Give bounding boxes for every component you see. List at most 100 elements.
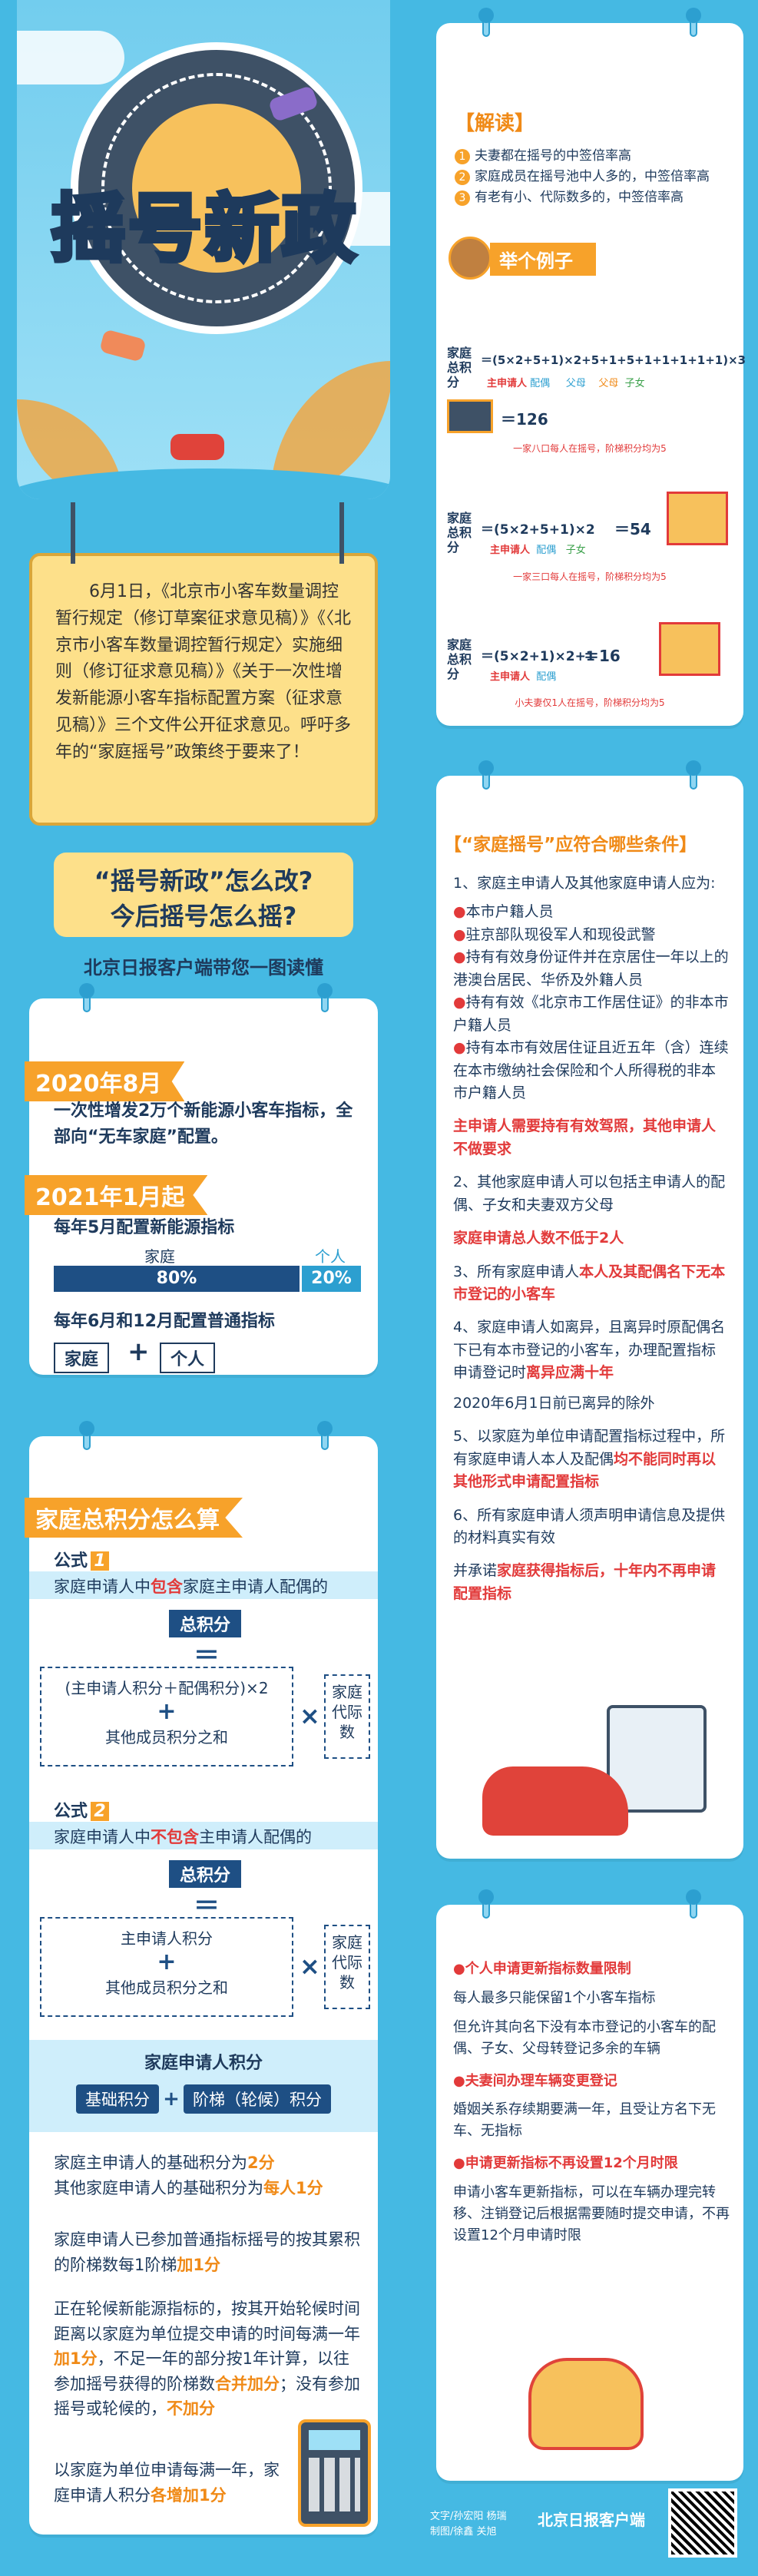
calculator-screen bbox=[309, 2430, 360, 2450]
rule-emphasis: 2分 bbox=[247, 2154, 275, 2172]
interpretation-item-text: 夫妻都在摇号的中签倍率高 bbox=[475, 148, 631, 164]
example-2-label: 家庭总积分 bbox=[447, 511, 472, 555]
condition-2-note: 家庭申请总人数不低于2人 bbox=[453, 1230, 624, 1247]
bullet-dot: ● bbox=[453, 925, 466, 943]
total-label-1: 总积分 bbox=[169, 1610, 242, 1637]
condition-1-note: 主申请人需要持有有效驾照，其他申请人不做要求 bbox=[453, 1117, 717, 1157]
formula-2-desc: 家庭申请人中不包含主申请人配偶的 bbox=[54, 1825, 312, 1848]
condition-emphasis: 本人及其配偶名下无本市登记的小客车 bbox=[453, 1263, 726, 1303]
desc-part: 家庭申请人中 bbox=[54, 1828, 151, 1846]
bar-individual-fill: 20% bbox=[302, 1266, 361, 1292]
heading-line-1: “摇号新政”怎么改? bbox=[94, 866, 313, 896]
car-icon bbox=[482, 1766, 628, 1836]
example-1-result: ＝126 bbox=[501, 410, 548, 429]
bullet-text: 驻京部队现役军人和现役武警 bbox=[465, 925, 656, 943]
condition-emphasis: 均不能同时再以其他形式申请配置指标 bbox=[453, 1450, 717, 1491]
example-3-formula: ＝(5×2+1)×2+1 bbox=[481, 649, 595, 664]
rule-text-1a: 每人最多只能保留1个小客车指标 bbox=[453, 1989, 656, 2006]
total-label-2: 总积分 bbox=[169, 1860, 242, 1888]
role-label: 父母 bbox=[565, 378, 586, 389]
formula-number: 2 bbox=[91, 1802, 110, 1821]
formula-2-box: 主申请人积分 + 其他成员积分之和 bbox=[40, 1917, 293, 2017]
condition-bullet: ●持有有效《北京市工作居住证》的非本市户籍人员 bbox=[453, 992, 730, 1037]
bullet-text: 持有有效身份证件并在京居住一年以上的港澳台居民、华侨及外籍人员 bbox=[453, 949, 729, 988]
desc-part: 主申请人配偶的 bbox=[199, 1828, 312, 1846]
example-3-note: 小夫妻仅1人在摇号，阶梯积分均为5 bbox=[515, 697, 665, 708]
condition-emphasis: 家庭获得指标后，十年内不再申请配置指标 bbox=[453, 1562, 717, 1602]
score-rule-1: 家庭主申请人的基础积分为2分 其他家庭申请人的基础积分为每人1分 bbox=[54, 2151, 361, 2200]
role-label: 子女 bbox=[565, 545, 586, 556]
person-avatar-icon bbox=[449, 237, 492, 280]
pin-decoration bbox=[79, 983, 94, 1012]
bullet-text: 持有有效《北京市工作居住证》的非本市户籍人员 bbox=[453, 994, 729, 1034]
car-icon bbox=[170, 434, 224, 460]
equals-sign-1: ＝ bbox=[194, 1641, 220, 1671]
pin-decoration bbox=[478, 1889, 494, 1919]
qr-pattern bbox=[671, 2492, 734, 2554]
rule-heading-1: ●个人申请更新指标数量限制 bbox=[453, 1961, 631, 1977]
times-sign-2: × bbox=[300, 1952, 320, 1981]
formula-1-box-line: (主申请人积分＋配偶积分)×2 bbox=[65, 1679, 269, 1697]
timeline-text-3: 每年6月和12月配置普通指标 bbox=[54, 1312, 275, 1331]
role-label: 子女 bbox=[624, 378, 645, 389]
pin-decoration bbox=[79, 1421, 94, 1450]
condition-emphasis: 离异应满十年 bbox=[526, 1364, 614, 1382]
interpretation-title: 【解读】 bbox=[455, 112, 535, 135]
pin-decoration bbox=[71, 502, 75, 564]
person-score-formula: 基础积分 + 阶梯（轮候）积分 bbox=[29, 2084, 378, 2114]
rule-text: 家庭申请人已参加普通指标摇号的按其累积的阶梯数每1阶梯 bbox=[54, 2230, 360, 2274]
footer-logo: 北京日报客户端 bbox=[538, 2511, 645, 2529]
formula-1-label: 公式 1 bbox=[54, 1547, 110, 1571]
equals-sign-2: ＝ bbox=[194, 1891, 220, 1922]
hero-title: 摇号新政 bbox=[49, 184, 359, 274]
rule-text-3: 申请小客车更新指标，可以在车辆办理完转移、注销登记后根据需要随时提交申请，不再设… bbox=[453, 2184, 730, 2243]
interpretation-item-text: 家庭成员在摇号池中人多的，中签倍率高 bbox=[475, 169, 710, 185]
condition-bullet: ●本市户籍人员 bbox=[453, 901, 730, 923]
condition-text: 并承诺 bbox=[453, 1562, 498, 1580]
rule-text: 家庭主申请人的基础积分为 bbox=[54, 2154, 247, 2172]
car-icon bbox=[528, 2358, 644, 2450]
condition-5: 5、以家庭为单位申请配置指标过程中，所有家庭申请人本人及配偶均不能同时再以其他形… bbox=[453, 1425, 730, 1493]
right-column: 【解读】 1 夫妻都在摇号的中签倍率高 2 家庭成员在摇号池中人多的，中签倍率高 3… bbox=[422, 0, 758, 2576]
example-3-roles: 主申请人 配偶 bbox=[490, 668, 556, 683]
formula-1-box: (主申请人积分＋配偶积分)×2 + 其他成员积分之和 bbox=[40, 1667, 293, 1766]
pin-decoration bbox=[317, 1421, 333, 1450]
intro-text: 6月1日，《北京市小客车数量调控暂行规定（修订草案征求意见稿）》《〈北京市小客车… bbox=[55, 582, 352, 762]
section-heading: “摇号新政”怎么改? 今后摇号怎么摇? bbox=[54, 853, 353, 937]
rule-emphasis: 不加分 bbox=[167, 2399, 215, 2419]
role-label: 主申请人 bbox=[490, 671, 531, 683]
timeline-text-1: 一次性增发2万个新能源小客车指标，全部向“无车家庭”配置。 bbox=[54, 1101, 353, 1147]
role-label: 父母 bbox=[598, 378, 619, 389]
condition-7: 并承诺家庭获得指标后，十年内不再申请配置指标 bbox=[453, 1560, 730, 1605]
interpretation-item: 3 有老有小、代际数多的，中签倍率高 bbox=[455, 187, 731, 208]
conditions-card: 【“家庭摇号”应符合哪些条件】 1、家庭主申请人及其他家庭申请人应为: ●本市户… bbox=[436, 760, 743, 1859]
example-2-result: ＝54 bbox=[614, 520, 651, 538]
generation-box-2: 家庭代际数 bbox=[324, 1925, 370, 2009]
number-badge: 2 bbox=[455, 170, 470, 186]
condition-text: 5、以家庭为单位申请配置指标过程中，所有家庭申请人本人及配偶 bbox=[453, 1428, 726, 1468]
road-dash-ring bbox=[101, 73, 332, 303]
condition-2: 2、其他家庭申请人可以包括主申请人的配偶、子女和夫妻双方父母 bbox=[453, 1174, 726, 1214]
number-badge: 3 bbox=[455, 190, 470, 207]
bar-individual-value: 20% bbox=[311, 1269, 352, 1288]
number-badge: 1 bbox=[455, 149, 470, 164]
box-individual: 个人 bbox=[160, 1343, 216, 1373]
bullet-dot: ● bbox=[453, 1039, 466, 1057]
bullet-text: 本市户籍人员 bbox=[465, 903, 554, 921]
desc-emphasis: 不包含 bbox=[151, 1828, 199, 1846]
qr-code-icon[interactable] bbox=[668, 2488, 737, 2558]
intro-note: 6月1日，《北京市小客车数量调控暂行规定（修订草案征求意见稿）》《〈北京市小客车… bbox=[29, 502, 378, 826]
role-label: 配偶 bbox=[536, 671, 557, 683]
example-2-roles: 主申请人 配偶 子女 bbox=[490, 541, 586, 556]
condition-bullet: ●持有本市有效居住证且近五年（含）连续在本市缴纳社会保险和个人所得税的非本市户籍… bbox=[453, 1037, 730, 1104]
formula-2-box-line: 主申请人积分 bbox=[121, 1929, 213, 1948]
bar-family-fill: 80% bbox=[54, 1266, 300, 1292]
family-photo-icon bbox=[447, 399, 493, 433]
pin-decoration bbox=[317, 983, 333, 1012]
condition-bullet: ●驻京部队现役军人和现役武警 bbox=[453, 924, 730, 946]
formula-2-label: 公式 2 bbox=[54, 1797, 110, 1822]
desc-emphasis: 包含 bbox=[151, 1578, 183, 1596]
base-score-pill: 基础积分 bbox=[76, 2084, 159, 2114]
rule-emphasis: 加1分 bbox=[177, 2255, 220, 2274]
formula-number: 1 bbox=[91, 1551, 110, 1571]
